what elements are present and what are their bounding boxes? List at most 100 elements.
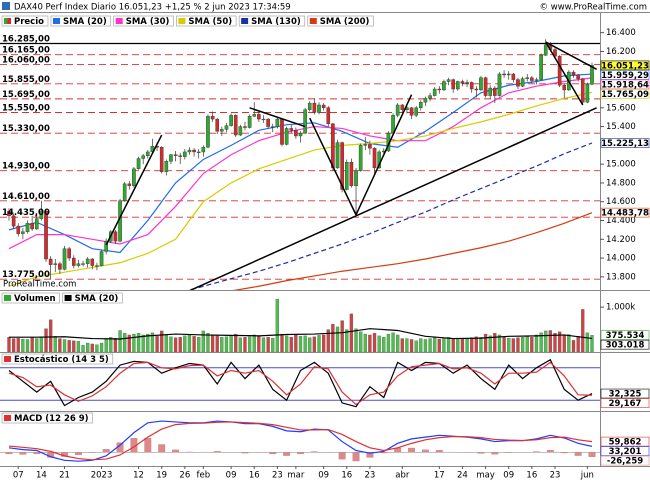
x-tick-label: 09 — [318, 471, 329, 481]
y-tick-label: 13.800 — [606, 272, 636, 282]
candle-body — [210, 116, 215, 120]
volume-bar — [326, 329, 330, 352]
candle-body — [372, 147, 377, 169]
volume-bar — [470, 337, 474, 352]
level-label: 15.695,00 — [2, 90, 50, 100]
x-tick-label: mar — [287, 471, 304, 481]
x-tick-label: 19 — [156, 471, 167, 481]
candle-body — [437, 88, 442, 91]
legend-box — [238, 15, 306, 27]
legend-label: SMA (30) — [126, 17, 170, 27]
y-tick-label: 15.000 — [606, 160, 636, 170]
candle-body — [90, 258, 95, 266]
volume-bar — [201, 330, 205, 352]
trendline — [545, 41, 584, 106]
candle-body — [192, 149, 196, 153]
candle-body — [169, 154, 173, 162]
histogram-bar — [421, 449, 429, 453]
histogram-bar — [269, 452, 277, 455]
value-label: 16.051,23 — [601, 61, 649, 71]
histogram-bar — [5, 452, 13, 455]
volume-bar — [534, 334, 539, 352]
volume-bar — [220, 337, 224, 352]
volume-bar — [581, 309, 585, 352]
x-tick-label: feb — [197, 471, 211, 481]
legend-swatch — [7, 18, 11, 24]
sma-line — [233, 212, 593, 290]
candle-body — [520, 78, 525, 87]
candle-body — [233, 115, 238, 136]
x-tick-label: 2023 — [91, 471, 113, 481]
volume-bar — [585, 332, 590, 352]
candle-body — [446, 79, 451, 82]
oscillator-line — [8, 361, 593, 406]
volume-bar — [488, 335, 492, 352]
volume-bar — [127, 334, 131, 352]
candle-body — [460, 81, 465, 84]
volume-bar — [289, 337, 293, 352]
histogram-bar — [88, 452, 96, 453]
volume-bar — [178, 337, 182, 352]
volume-bar — [118, 330, 122, 352]
volume-bar — [169, 336, 173, 352]
candle-body — [141, 155, 145, 159]
legend-label: Precio — [14, 17, 44, 27]
legend-label: SMA (20) — [63, 17, 107, 27]
value-label: 375.534 — [606, 331, 645, 341]
candle-body — [368, 144, 372, 149]
volume-bar — [497, 334, 502, 352]
candle-body — [252, 114, 257, 117]
candle-body — [196, 151, 201, 153]
candle-body — [493, 87, 497, 96]
candle-body — [132, 168, 136, 186]
oscillator-line — [8, 358, 593, 408]
volume-bar — [571, 340, 576, 352]
legend-box — [1, 353, 114, 365]
volume-bar — [243, 337, 247, 352]
value-label: -26,259 — [607, 457, 643, 467]
histogram-bar — [172, 449, 180, 453]
volume-bar — [335, 326, 340, 352]
candle-body — [530, 77, 534, 81]
legend-box — [1, 412, 93, 424]
volume-bar — [215, 335, 219, 352]
candle-body — [76, 263, 81, 266]
volume-bar — [419, 338, 423, 352]
y-tick-label: 14.000 — [606, 254, 636, 264]
candle-body — [39, 210, 44, 219]
candle-body — [7, 210, 11, 217]
candle-body — [465, 82, 469, 84]
volume-bar — [44, 328, 48, 352]
y-tick-label: 16.200 — [606, 47, 636, 57]
candle-body — [326, 107, 331, 124]
volume-bar — [321, 334, 326, 352]
volume-bar — [183, 335, 187, 352]
x-tick-label: 23 — [364, 471, 375, 481]
candle-body — [400, 104, 405, 110]
volume-bar — [557, 331, 562, 352]
value-label: 29,167 — [609, 399, 642, 409]
volume-bar — [62, 339, 67, 352]
volume-bar — [67, 340, 71, 352]
x-tick-label: 23 — [272, 471, 283, 481]
candle-body — [30, 223, 34, 230]
volume-bar — [113, 337, 118, 352]
level-label: 15.550,00 — [2, 103, 50, 113]
candle-body — [266, 118, 270, 127]
candle-body — [506, 73, 511, 76]
volume-bar — [76, 341, 81, 352]
volume-bar — [238, 337, 242, 352]
candle-body — [53, 263, 58, 265]
level-label: 16.165,00 — [2, 46, 50, 56]
volume-bar — [428, 338, 432, 352]
volume-bar — [16, 337, 20, 352]
volume-bar — [382, 337, 386, 352]
candle-body — [539, 55, 543, 80]
candle-body — [173, 154, 178, 156]
volume-bar — [271, 337, 275, 352]
histogram-bar — [394, 447, 402, 453]
value-box — [600, 339, 650, 350]
x-tick-label: 07 — [13, 471, 24, 481]
x-tick-label: 26 — [179, 471, 190, 481]
histogram-bar — [241, 452, 249, 454]
